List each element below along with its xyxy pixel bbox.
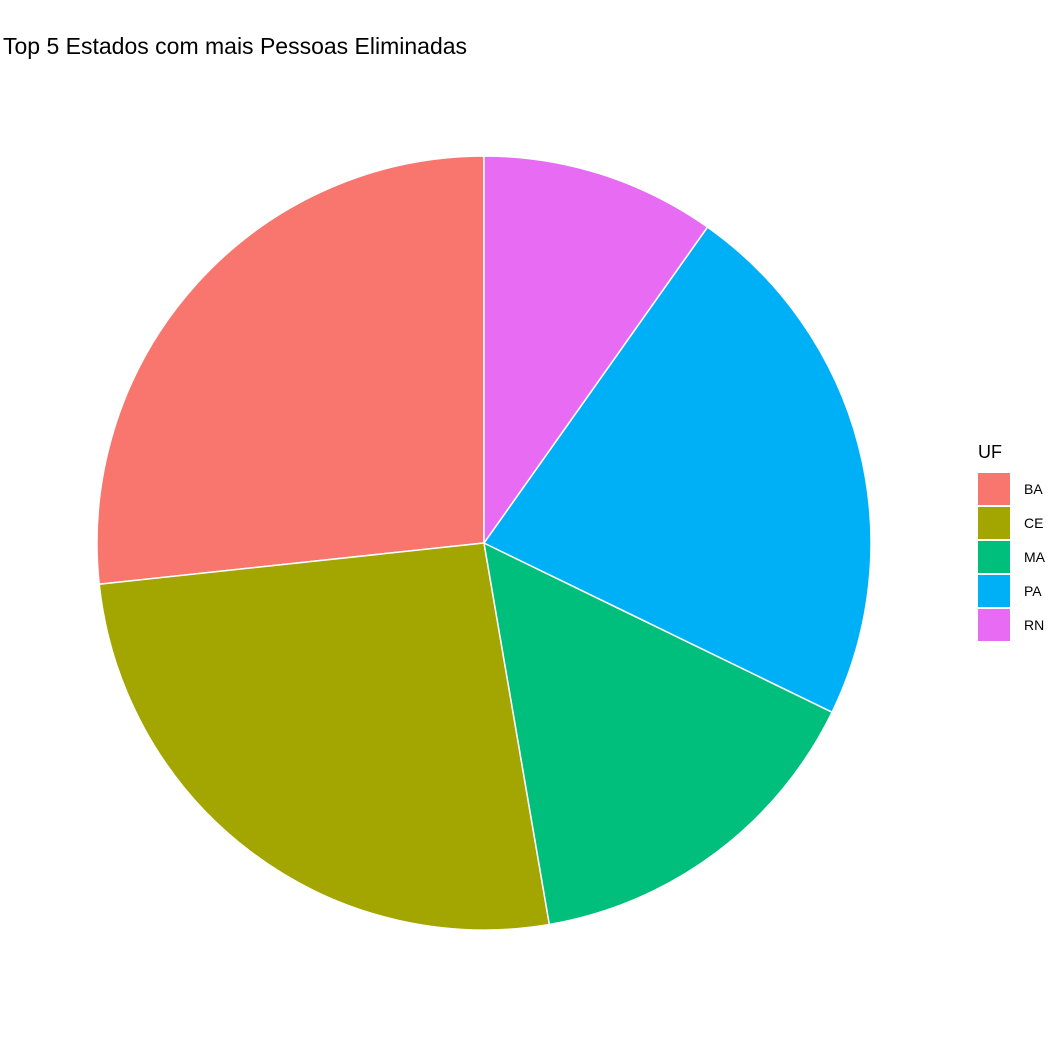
pie-slice-rn <box>483 155 709 544</box>
legend-title: UF <box>978 442 1002 462</box>
pie-slices <box>96 155 872 931</box>
legend-item-ma: MA <box>978 540 1045 574</box>
legend-label-ba: BA <box>1024 481 1043 497</box>
legend-key-ba <box>978 473 1010 505</box>
legend-key-pa <box>978 575 1010 607</box>
legend-key-rn <box>978 609 1010 641</box>
legend-key-ma <box>978 541 1010 573</box>
legend-item-ce: CE <box>978 506 1045 540</box>
legend-item-pa: PA <box>978 574 1045 608</box>
legend-label-rn: RN <box>1024 617 1045 633</box>
legend-label-ma: MA <box>1024 549 1045 565</box>
legend-label-pa: PA <box>1024 583 1042 599</box>
legend-key-ce <box>978 507 1010 539</box>
legend: UF BA CE MA PA RN <box>978 441 1045 642</box>
legend-item-rn: RN <box>978 608 1045 642</box>
chart-title: Top 5 Estados com mais Pessoas Eliminada… <box>3 33 468 59</box>
pie-slice-pa <box>483 226 872 713</box>
pie-slice-ma <box>483 542 833 926</box>
legend-item-ba: BA <box>978 472 1045 506</box>
legend-label-ce: CE <box>1024 515 1044 531</box>
pie-slice-ba <box>96 155 485 586</box>
pie-slice-ce <box>98 542 551 931</box>
